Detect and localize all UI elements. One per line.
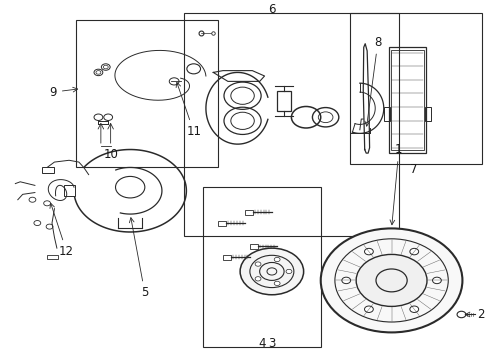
Bar (64, 185, 75, 196)
Text: 11: 11 (176, 82, 201, 138)
Circle shape (410, 248, 418, 255)
Circle shape (255, 262, 261, 266)
Text: 8: 8 (365, 36, 382, 126)
Bar (277, 91, 292, 111)
Circle shape (255, 277, 261, 281)
Text: 12: 12 (50, 203, 74, 258)
Circle shape (274, 257, 280, 262)
Bar (203, 187, 321, 347)
Bar (218, 221, 226, 226)
Text: 2: 2 (465, 308, 485, 321)
Text: 7: 7 (410, 163, 417, 176)
Text: 4: 4 (258, 337, 266, 350)
Circle shape (321, 228, 463, 332)
Bar (42, 167, 54, 173)
Bar (223, 255, 231, 260)
Circle shape (365, 248, 373, 255)
Bar (47, 255, 58, 259)
Circle shape (356, 255, 427, 306)
Text: 9: 9 (49, 86, 77, 99)
Bar (384, 107, 390, 121)
Bar (425, 107, 431, 121)
Circle shape (240, 248, 304, 295)
Bar (250, 244, 258, 249)
Bar (245, 210, 253, 215)
Circle shape (410, 306, 418, 312)
Bar (389, 47, 426, 153)
Text: 5: 5 (129, 218, 148, 300)
Text: 3: 3 (268, 337, 275, 350)
Bar (184, 13, 399, 235)
Bar (350, 13, 482, 164)
Bar (76, 21, 218, 167)
Circle shape (286, 269, 292, 274)
Circle shape (433, 277, 441, 284)
Text: 6: 6 (268, 3, 275, 16)
Circle shape (342, 277, 351, 284)
Text: 10: 10 (103, 148, 118, 161)
Circle shape (274, 281, 280, 285)
Circle shape (365, 306, 373, 312)
Text: 1: 1 (390, 143, 403, 225)
Bar (391, 50, 424, 150)
